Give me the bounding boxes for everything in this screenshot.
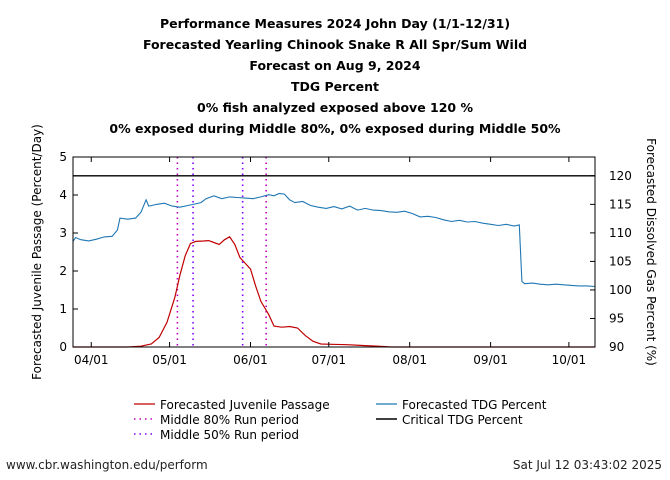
x-tick-label-6: 10/01 (552, 353, 587, 367)
y-tick-label-5: 5 (59, 150, 67, 164)
y2-tick-label-1: 95 (609, 311, 624, 325)
y-tick-label-1: 1 (59, 302, 67, 316)
chart-title: Performance Measures 2024 John Day (1/1-… (159, 16, 511, 31)
chart-subtitle-forecast-date: Forecast on Aug 9, 2024 (249, 58, 421, 73)
x-tick-label-5: 09/01 (473, 353, 508, 367)
chart-subtitle-measure: TDG Percent (290, 79, 380, 94)
chart-title-block: Performance Measures 2024 John Day (1/1-… (0, 13, 670, 139)
x-tick-label-2: 06/01 (233, 353, 268, 367)
x-tick-label-4: 08/01 (392, 353, 427, 367)
y2-tick-label-0: 90 (609, 340, 624, 354)
chart-subtitle-species: Forecasted Yearling Chinook Snake R All … (142, 37, 528, 52)
legend-label-critical: Critical TDG Percent (402, 413, 523, 427)
footer-source-link[interactable]: www.cbr.washington.edu/perform (6, 458, 208, 472)
y-tick-label-4: 4 (59, 188, 67, 202)
y-tick-label-2: 2 (59, 264, 67, 278)
legend-label-tdg: Forecasted TDG Percent (402, 398, 547, 412)
footer-timestamp: Sat Jul 12 03:43:02 2025 (512, 458, 662, 472)
y2-tick-label-6: 120 (609, 169, 632, 183)
tdg-series-line (72, 192, 596, 288)
x-tick-label-0: 04/01 (74, 353, 109, 367)
y-axis-label: Forecasted Juvenile Passage (Percent/Day… (30, 124, 44, 380)
legend-label-mid50: Middle 50% Run period (160, 428, 299, 442)
y2-tick-label-4: 110 (609, 226, 632, 240)
passage-series-line (73, 236, 595, 348)
y2-tick-label-5: 115 (609, 197, 632, 211)
y2-tick-label-3: 105 (609, 254, 632, 268)
y-tick-label-3: 3 (59, 226, 67, 240)
chart-subtitle-middle-exposure: 0% exposed during Middle 80%, 0% exposed… (109, 121, 561, 136)
x-tick-label-3: 07/01 (311, 353, 346, 367)
legend: Forecasted Juvenile Passage Middle 80% R… (134, 398, 547, 442)
x-tick-label-1: 05/01 (152, 353, 187, 367)
legend-label-passage: Forecasted Juvenile Passage (160, 398, 330, 412)
legend-label-mid80: Middle 80% Run period (160, 413, 299, 427)
y-tick-label-0: 0 (59, 340, 67, 354)
plot-frame (72, 156, 596, 348)
y2-axis-label: Forecasted Dissolved Gas Percent (%) (644, 138, 658, 366)
chart-subtitle-exposure: 0% fish analyzed exposed above 120 % (197, 100, 473, 115)
y2-tick-label-2: 100 (609, 283, 632, 297)
